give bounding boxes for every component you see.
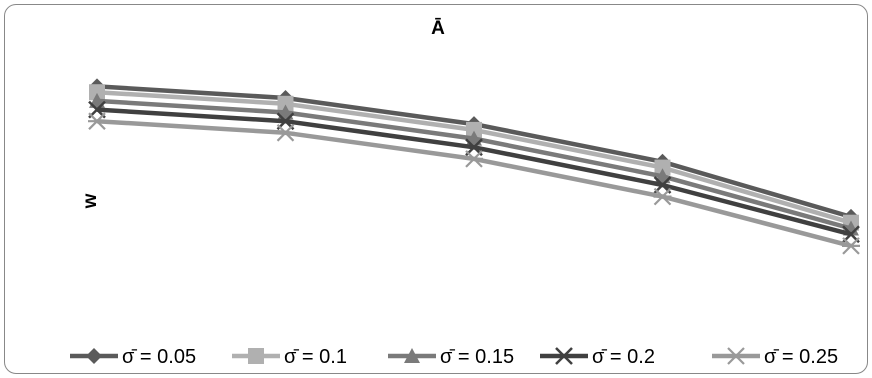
legend-item-5: σ̄ = 0.25: [712, 346, 838, 368]
legend-marker-1: [86, 348, 102, 364]
legend-item-2: σ̄ = 0.1: [232, 346, 347, 368]
legend-label-3: σ̄ = 0.15: [440, 346, 514, 368]
legend-item-1: σ̄ = 0.05: [70, 346, 196, 368]
y-axis-label: w: [80, 193, 101, 209]
legend-marker-2: [248, 348, 264, 364]
legend-label-1: σ̄ = 0.05: [122, 346, 196, 368]
chart-title: Ā: [431, 18, 445, 39]
legend-item-3: σ̄ = 0.15: [388, 346, 514, 368]
data-point-s5-5: [842, 238, 860, 254]
legend-label-2: σ̄ = 0.1: [284, 346, 347, 368]
legend-item-4: σ̄ = 0.2: [540, 346, 655, 368]
data-point-s5-3: [465, 151, 483, 167]
series-layer: [88, 78, 860, 254]
data-point-s5-4: [654, 189, 672, 205]
legend-marker-5: [727, 348, 745, 364]
legend-label-4: σ̄ = 0.2: [592, 346, 655, 368]
data-point-s5-1: [88, 113, 106, 129]
legend: σ̄ = 0.05 σ̄ = 0.1 σ̄ = 0.15 σ̄ = 0.2 σ̄ = 0…: [70, 346, 838, 368]
data-point-s5-2: [277, 125, 295, 141]
legend-label-5: σ̄ = 0.25: [764, 346, 838, 368]
